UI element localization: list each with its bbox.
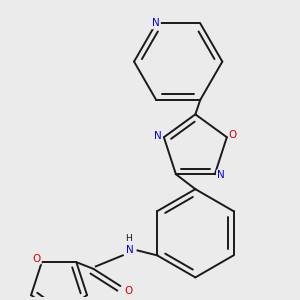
- Text: O: O: [33, 254, 41, 263]
- Text: N: N: [217, 170, 225, 181]
- Text: N: N: [154, 131, 162, 141]
- Text: O: O: [125, 286, 133, 296]
- Text: H: H: [125, 234, 132, 243]
- Text: O: O: [229, 130, 237, 140]
- Text: N: N: [152, 18, 160, 28]
- Text: N: N: [126, 245, 134, 255]
